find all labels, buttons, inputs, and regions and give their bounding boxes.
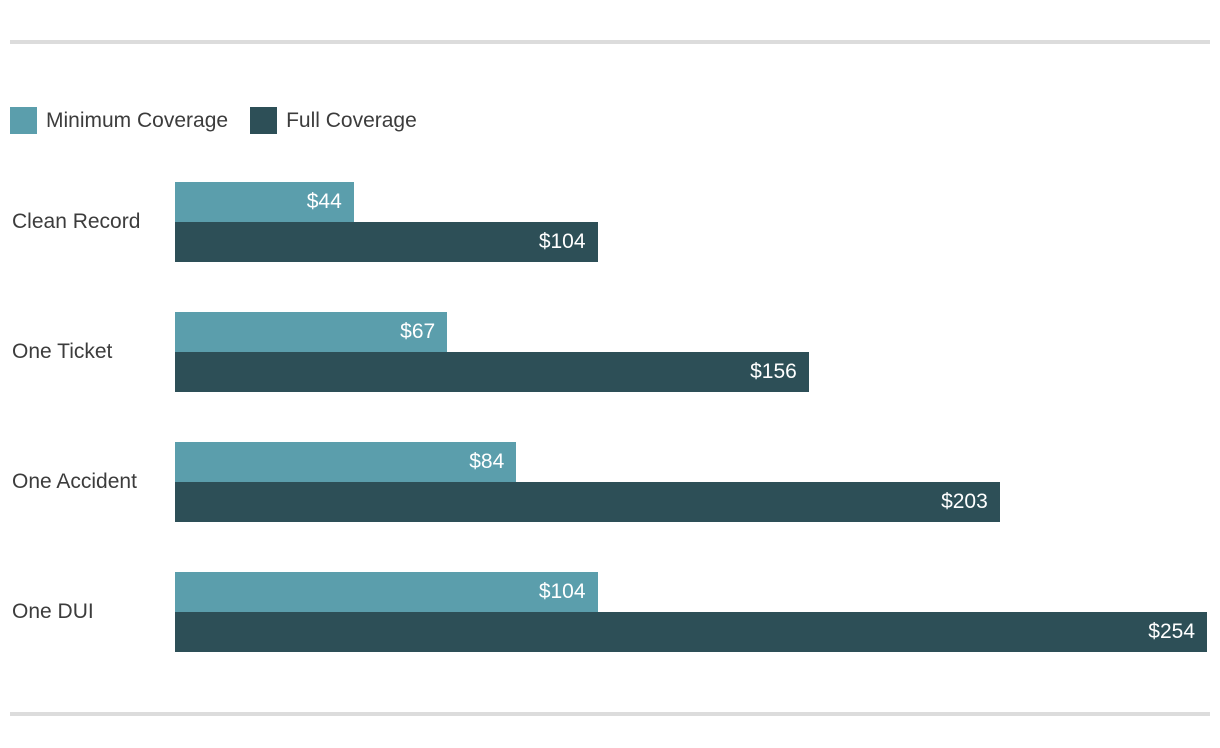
bar-value-label: $254 (1148, 620, 1195, 643)
category-label: One Ticket (12, 340, 113, 363)
bar-minimum-coverage: $104 (175, 572, 598, 612)
bottom-divider (10, 712, 1210, 716)
legend-swatch-full-coverage (250, 107, 278, 134)
bar-group: $67 $156 (175, 312, 1207, 392)
chart-row-one-ticket: One Ticket $67 $156 (0, 312, 1220, 392)
legend-item-minimum-coverage: Minimum Coverage (10, 107, 228, 134)
bar-full-coverage: $156 (175, 352, 809, 392)
legend-swatch-minimum-coverage (10, 107, 37, 134)
bar-value-label: $156 (750, 360, 797, 383)
bar-value-label: $203 (941, 490, 988, 513)
chart-row-one-dui: One DUI $104 $254 (0, 572, 1220, 652)
bar-full-coverage: $254 (175, 612, 1207, 652)
legend-label-minimum-coverage: Minimum Coverage (46, 108, 229, 132)
bar-group: $104 $254 (175, 572, 1207, 652)
bar-value-label: $104 (538, 580, 586, 603)
bar-group: $44 $104 (175, 182, 1207, 262)
bar-minimum-coverage: $44 (175, 182, 354, 222)
legend-item-full-coverage: Full Coverage (250, 107, 417, 134)
category-label: One DUI (12, 600, 94, 623)
category-label: One Accident (12, 470, 137, 493)
bar-minimum-coverage: $84 (175, 442, 517, 482)
bar-minimum-coverage: $67 (175, 312, 448, 352)
bar-full-coverage: $104 (175, 222, 598, 262)
legend: Minimum Coverage Full Coverage (10, 107, 417, 134)
bar-group: $84 $203 (175, 442, 1207, 522)
bar-value-label: $84 (469, 450, 505, 473)
bar-full-coverage: $203 (175, 482, 1000, 522)
bar-value-label: $104 (538, 230, 586, 253)
bar-value-label: $44 (306, 190, 342, 213)
category-label: Clean Record (12, 210, 141, 233)
top-divider (10, 40, 1210, 44)
bar-value-label: $67 (400, 320, 436, 343)
chart-row-clean-record: Clean Record $44 $104 (0, 182, 1220, 262)
legend-label-full-coverage: Full Coverage (286, 108, 417, 132)
chart-row-one-accident: One Accident $84 $203 (0, 442, 1220, 522)
